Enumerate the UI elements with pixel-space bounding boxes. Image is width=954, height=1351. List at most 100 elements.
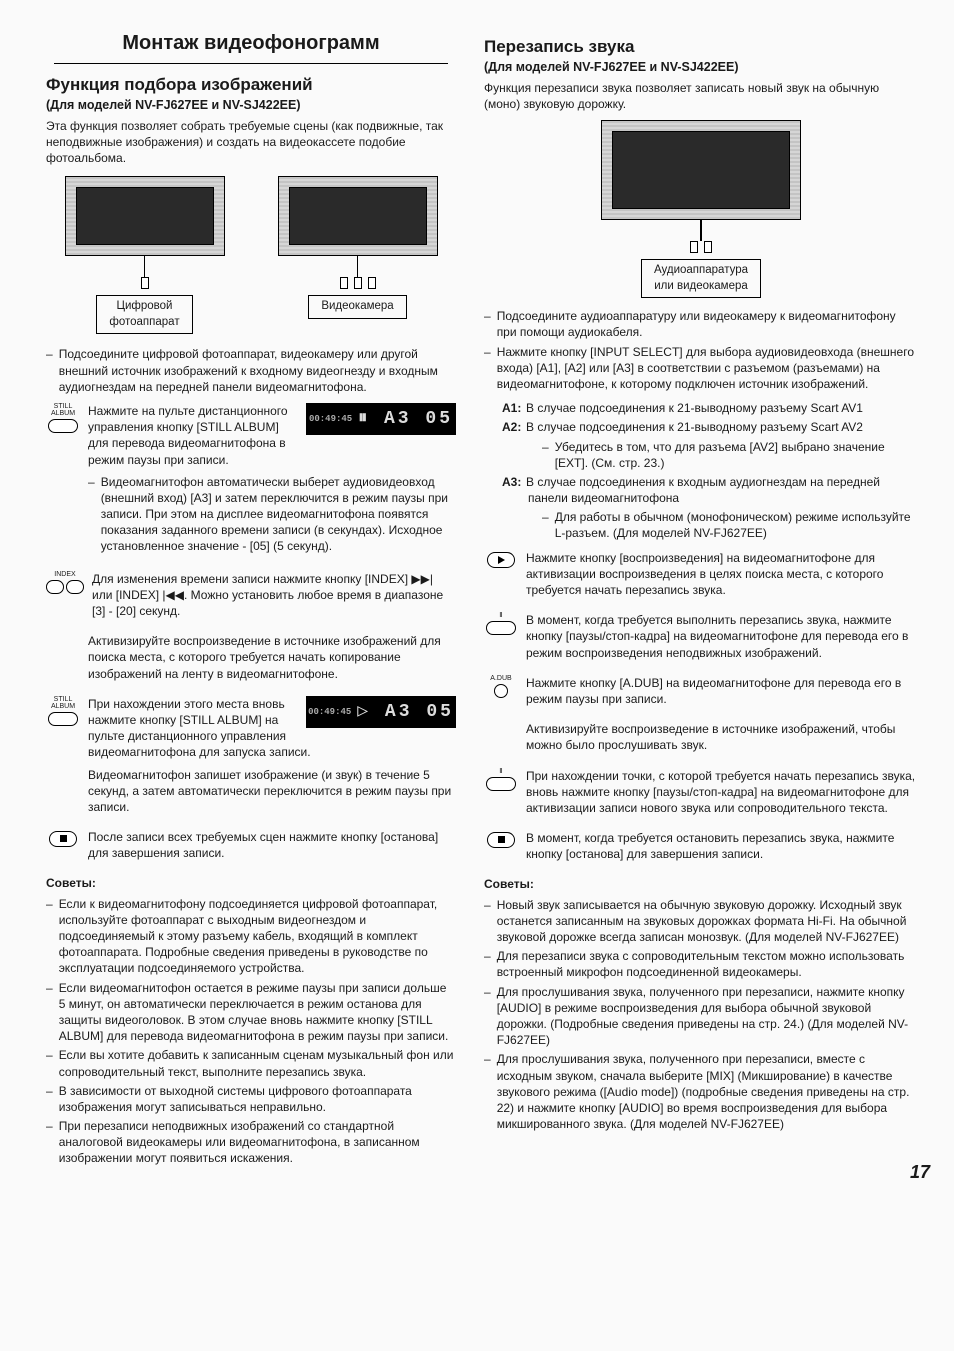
step4b-text: Видеомагнитофон запишет изображение (и з… bbox=[88, 767, 456, 816]
icon-label: STILL ALBUM bbox=[46, 696, 80, 710]
hint-text: Для прослушивания звука, полученного при… bbox=[497, 984, 918, 1049]
a2d: Убедитесь в том, что для разъема [AV2] в… bbox=[555, 439, 918, 471]
r-step-2: Ⅱ В момент, когда требуется выполнить пе… bbox=[484, 612, 918, 667]
step2-text: Для изменения времени записи нажмите кно… bbox=[92, 571, 456, 620]
hint-text: Для перезаписи звука с сопроводительным … bbox=[497, 948, 918, 980]
still-album-icon: STILL ALBUM bbox=[46, 696, 80, 821]
right-sub: (Для моделей NV-FJ627EE и NV-SJ422EE) bbox=[484, 59, 918, 76]
pre-dash-text: Подсоедините цифровой фотоаппарат, видео… bbox=[59, 346, 456, 395]
hint-text: Если вы хотите добавить к записанным сце… bbox=[59, 1047, 456, 1079]
hint-text: Новый звук записывается на обычную звуко… bbox=[497, 897, 918, 946]
step-4: STILL ALBUM 00:49:45 ▷ A3 05 При нахожде… bbox=[46, 696, 456, 821]
r-step-5: Ⅱ При нахождении точки, с которой требуе… bbox=[484, 768, 918, 823]
diagram-camera: Цифровой фотоаппарат bbox=[46, 176, 243, 334]
display-main: ▷ A3 05 bbox=[357, 700, 454, 724]
vcr-device-icon bbox=[65, 176, 225, 256]
left-hints: Если к видеомагнитофону подсоединяется ц… bbox=[46, 896, 456, 1167]
plug-icon bbox=[354, 277, 362, 289]
page-columns: Монтаж видеофонограмм Функция подбора из… bbox=[46, 28, 918, 1175]
page-number: 17 bbox=[910, 1160, 930, 1184]
pause-icon: Ⅱ bbox=[484, 768, 518, 823]
r-step-6: В момент, когда требуется остановить пер… bbox=[484, 830, 918, 868]
left-intro: Эта функция позволяет собрать требуемые … bbox=[46, 118, 456, 167]
hints-heading: Советы: bbox=[46, 875, 456, 891]
diagram-camcorder: Видеокамера bbox=[259, 176, 456, 334]
button-icon bbox=[487, 552, 515, 568]
right-hints: Новый звук записывается на обычную звуко… bbox=[484, 897, 918, 1133]
step-5: После записи всех требуемых сцен нажмите… bbox=[46, 829, 456, 867]
plug-icon bbox=[704, 241, 712, 253]
plug-icon bbox=[141, 277, 149, 289]
s6: В момент, когда требуется остановить пер… bbox=[526, 830, 918, 862]
cable-line-icon bbox=[144, 255, 146, 277]
index-icon: INDEX bbox=[46, 571, 84, 626]
button-icon bbox=[486, 777, 516, 791]
diagram-caption-2: Видеокамера bbox=[308, 295, 406, 319]
r-step-1: Нажмите кнопку [воспроизведения] на виде… bbox=[484, 550, 918, 605]
cable-line-icon bbox=[357, 255, 359, 277]
right-pre-list: Подсоедините аудиоаппаратуру или видеока… bbox=[484, 308, 918, 392]
display-main: ⏸ A3 05 bbox=[358, 407, 453, 431]
a2: В случае подсоединения к 21-выводному ра… bbox=[526, 420, 863, 434]
right-column: Перезапись звука (Для моделей NV-FJ627EE… bbox=[484, 28, 918, 1175]
a3d: Для работы в обычном (монофоническом) ре… bbox=[555, 509, 918, 541]
step-3: Активизируйте воспроизведение в источник… bbox=[46, 633, 456, 688]
a2-label: A2: bbox=[502, 419, 526, 435]
s4: Активизируйте воспроизведение в источник… bbox=[526, 721, 918, 753]
hint-text: Если к видеомагнитофону подсоединяется ц… bbox=[59, 896, 456, 977]
step-2: INDEX Для изменения времени записи нажми… bbox=[46, 571, 456, 626]
icon-label: INDEX bbox=[54, 571, 75, 578]
plug-icon bbox=[340, 277, 348, 289]
a3: В случае подсоединения к входным аудиогн… bbox=[526, 475, 880, 505]
a1: В случае подсоединения к 21-выводному ра… bbox=[526, 401, 863, 415]
vcr-display-icon: 00:49:45 ⏸ A3 05 bbox=[306, 403, 456, 435]
button-icon bbox=[487, 832, 515, 848]
left-sub: (Для моделей NV-FJ627EE и NV-SJ422EE) bbox=[46, 97, 456, 114]
icon-label: Ⅱ bbox=[499, 612, 502, 619]
s3: Нажмите кнопку [A.DUB] на видеомагнитофо… bbox=[526, 675, 918, 707]
s1: Нажмите кнопку [воспроизведения] на виде… bbox=[526, 550, 918, 599]
d2: Нажмите кнопку [INPUT SELECT] для выбора… bbox=[497, 344, 918, 393]
adub-icon: A.DUB bbox=[484, 675, 518, 713]
icon-label: STILL ALBUM bbox=[46, 403, 80, 417]
icon-label: Ⅱ bbox=[499, 768, 502, 775]
hint-text: В зависимости от выходной системы цифров… bbox=[59, 1083, 456, 1115]
right-intro: Функция перезаписи звука позволяет запис… bbox=[484, 80, 918, 112]
plug-icon bbox=[368, 277, 376, 289]
step1-dash: Видеомагнитофон автоматически выберет ау… bbox=[101, 474, 456, 555]
hint-text: Для прослушивания звука, полученного при… bbox=[497, 1051, 918, 1132]
step3-text: Активизируйте воспроизведение в источник… bbox=[88, 633, 456, 682]
diagram-row: Цифровой фотоаппарат Видеокамера bbox=[46, 176, 456, 334]
a3-label: A3: bbox=[502, 474, 526, 490]
pre-dash-list: Подсоедините цифровой фотоаппарат, видео… bbox=[46, 346, 456, 395]
a-list: A1:В случае подсоединения к 21-выводному… bbox=[484, 400, 918, 542]
a1-label: A1: bbox=[502, 400, 526, 416]
pause-icon: Ⅱ bbox=[484, 612, 518, 667]
vcr-device-icon bbox=[601, 120, 801, 220]
button-icon bbox=[66, 580, 84, 594]
left-column: Монтаж видеофонограмм Функция подбора из… bbox=[46, 28, 456, 1175]
hints-heading: Советы: bbox=[484, 876, 918, 892]
plug-icon bbox=[690, 241, 698, 253]
stop-icon bbox=[46, 829, 80, 867]
vcr-device-icon bbox=[278, 176, 438, 256]
diagram-audio: Аудиоаппаратура или видеокамера bbox=[601, 120, 801, 298]
button-icon bbox=[49, 831, 77, 847]
cable-line-icon bbox=[700, 219, 702, 241]
s5: При нахождении точки, с которой требуетс… bbox=[526, 768, 918, 817]
vcr-display-icon: 00:49:45 ▷ A3 05 bbox=[306, 696, 456, 728]
step5-text: После записи всех требуемых сцен нажмите… bbox=[88, 829, 456, 861]
step-1: STILL ALBUM 00:49:45 ⏸ A3 05 Нажмите на … bbox=[46, 403, 456, 563]
right-h2: Перезапись звука bbox=[484, 36, 918, 59]
r-step-4: Активизируйте воспроизведение в источник… bbox=[484, 721, 918, 759]
display-small: 00:49:45 bbox=[308, 706, 351, 718]
button-icon bbox=[48, 712, 78, 726]
r-step-3: A.DUB Нажмите кнопку [A.DUB] на видеомаг… bbox=[484, 675, 918, 713]
button-icon bbox=[494, 684, 508, 698]
button-icon bbox=[46, 580, 64, 594]
icon-label: A.DUB bbox=[490, 675, 511, 682]
play-icon bbox=[484, 550, 518, 605]
box-title: Монтаж видеофонограмм bbox=[54, 28, 448, 64]
hint-text: При перезаписи неподвижных изображений с… bbox=[59, 1118, 456, 1167]
diagram-caption-audio: Аудиоаппаратура или видеокамера bbox=[641, 259, 761, 298]
